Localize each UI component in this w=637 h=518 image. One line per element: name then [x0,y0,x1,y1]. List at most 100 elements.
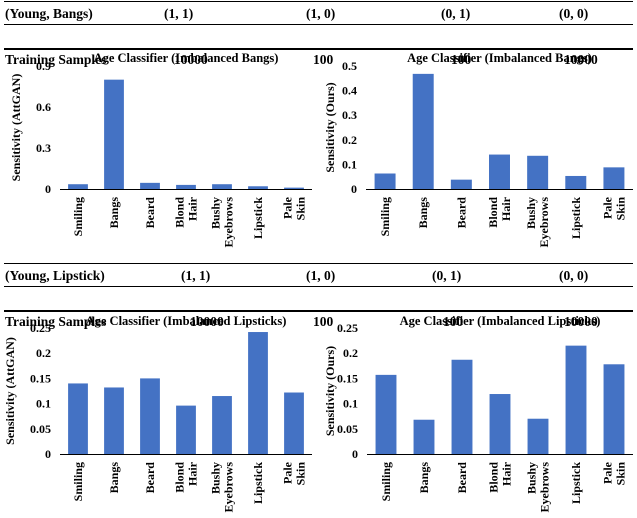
bar [248,186,268,189]
bar [248,332,268,454]
bar [375,374,397,454]
y-tick-label: 0.2 [343,346,358,360]
x-category-label: Eyebrows [538,462,552,513]
y-tick-label: 0.5 [342,59,357,73]
chart-attgan-lipstick: Age Classifier (Imbalanced Lipsticks) Sen… [3,314,312,512]
bar [451,359,473,454]
x-category-label: Lipstick [251,197,265,239]
y-tick-label: 0.6 [36,100,51,114]
bar [450,179,472,189]
table-rule [4,1,633,2]
header-cell: (0, 1) [432,268,462,283]
x-category-label: Beard [143,462,157,494]
y-tick-label: 0.1 [36,397,51,411]
x-category-label: Bushy [525,462,539,494]
x-category-label: Blond [173,462,187,493]
row-cell: 100 [313,52,334,67]
chart-title: Age Classifier (Imbalanced Bangs) [94,51,279,65]
x-category-label: Beard [455,462,469,494]
x-category-label: Smiling [379,462,393,501]
y-tick-label: 0.2 [342,133,357,147]
bar [68,383,88,454]
table-rule [4,310,633,312]
y-axis-label: Sensitivity (AttGAN) [3,337,17,445]
y-tick-label: 0.15 [30,371,51,385]
x-category-label: Pale [281,461,295,484]
y-tick-label: 0.4 [342,84,357,98]
x-category-label: Bangs [416,197,430,229]
bar [412,73,434,189]
x-category-label: Eyebrows [537,197,551,248]
table-header-row: (Young, Bangs) (1, 1) (1, 0) (0, 1) (0, … [4,2,633,25]
x-category-label: Beard [143,197,157,229]
y-tick-label: 0.1 [342,157,357,171]
x-category-label: Hair [186,196,200,221]
table-rule [4,263,633,264]
x-category-label: Skin [294,197,308,221]
header-cell: (1, 1) [181,268,211,283]
bar [104,387,124,454]
chart-ours-lipstick: Age Classifier (Imbalanced Lipsticks) Sen… [323,314,633,513]
bar [527,155,549,189]
table-lipstick: (Young, Lipstick) (1, 1) (1, 0) (0, 1) (… [4,262,633,329]
x-category-label: Smiling [378,197,392,236]
y-tick-label: 0.25 [337,321,358,335]
x-category-label: Blond [487,462,501,493]
x-category-label: Lipstick [569,462,583,504]
header-cell: (0, 0) [559,6,589,21]
x-category-label: Smiling [71,197,85,236]
table-bangs: (Young, Bangs) (1, 1) (1, 0) (0, 1) (0, … [4,0,633,67]
x-category-label: Skin [294,462,308,486]
header-cell: (0, 0) [559,268,589,283]
x-category-label: Bushy [524,197,538,229]
chart-ours-bangs: Age Classifier (Imbalanced Bangs) Sensiti… [323,51,633,248]
x-category-label: Blond [173,197,187,228]
y-tick-label: 0.1 [343,397,358,411]
bar [489,154,510,189]
y-tick-label: 0 [351,182,357,196]
y-tick-label: 0.9 [36,59,51,73]
x-category-label: Hair [500,461,514,486]
y-tick-label: 0.05 [30,422,51,436]
table-rule [4,24,633,25]
header-cell: (Young, Bangs) [5,6,93,21]
bar [284,187,304,189]
header-cell: (Young, Lipstick) [5,268,105,283]
x-category-label: Blond [486,197,500,228]
x-category-label: Beard [454,197,468,229]
x-category-label: Pale [601,461,615,484]
row-cell: 10000 [190,314,224,329]
row-label: Training Samples [5,314,107,329]
bar [212,184,232,189]
table-data-row: Training Samples 10000 100 100 10000 [4,26,633,67]
x-category-label: Lipstick [251,462,265,504]
table-rule [4,286,633,287]
y-tick-label: 0.15 [337,371,358,385]
row-cell: 10000 [564,314,598,329]
bar [374,173,396,189]
bar [212,396,232,454]
y-tick-label: 0.3 [342,108,357,122]
x-category-label: Bushy [209,462,223,494]
bar [140,182,160,189]
x-category-label: Eyebrows [222,197,236,248]
bar [176,184,196,189]
y-tick-label: 0.25 [30,321,51,335]
row-cell: 100 [443,314,464,329]
bar [565,345,587,454]
table-header-row: (Young, Lipstick) (1, 1) (1, 0) (0, 1) (… [4,264,633,287]
x-category-label: Pale [600,196,614,219]
x-category-label: Smiling [71,462,85,501]
bar [284,392,304,454]
bar [140,378,160,454]
y-axis-label: Sensitivity (Ours) [323,82,337,172]
chart-attgan-bangs: Age Classifier (Imbalanced Bangs) Sensiti… [9,51,312,248]
chart-title: Age Classifier (Imbalanced Lipsticks) [400,314,601,328]
y-axis-label: Sensitivity (Ours) [323,346,337,436]
bar [68,184,88,189]
x-category-label: Lipstick [569,197,583,239]
x-category-label: Hair [499,196,513,221]
chart-title: Age Classifier (Imbalanced Bangs) [407,51,592,65]
x-category-label: Bangs [107,462,121,494]
header-cell: (1, 1) [164,6,194,21]
